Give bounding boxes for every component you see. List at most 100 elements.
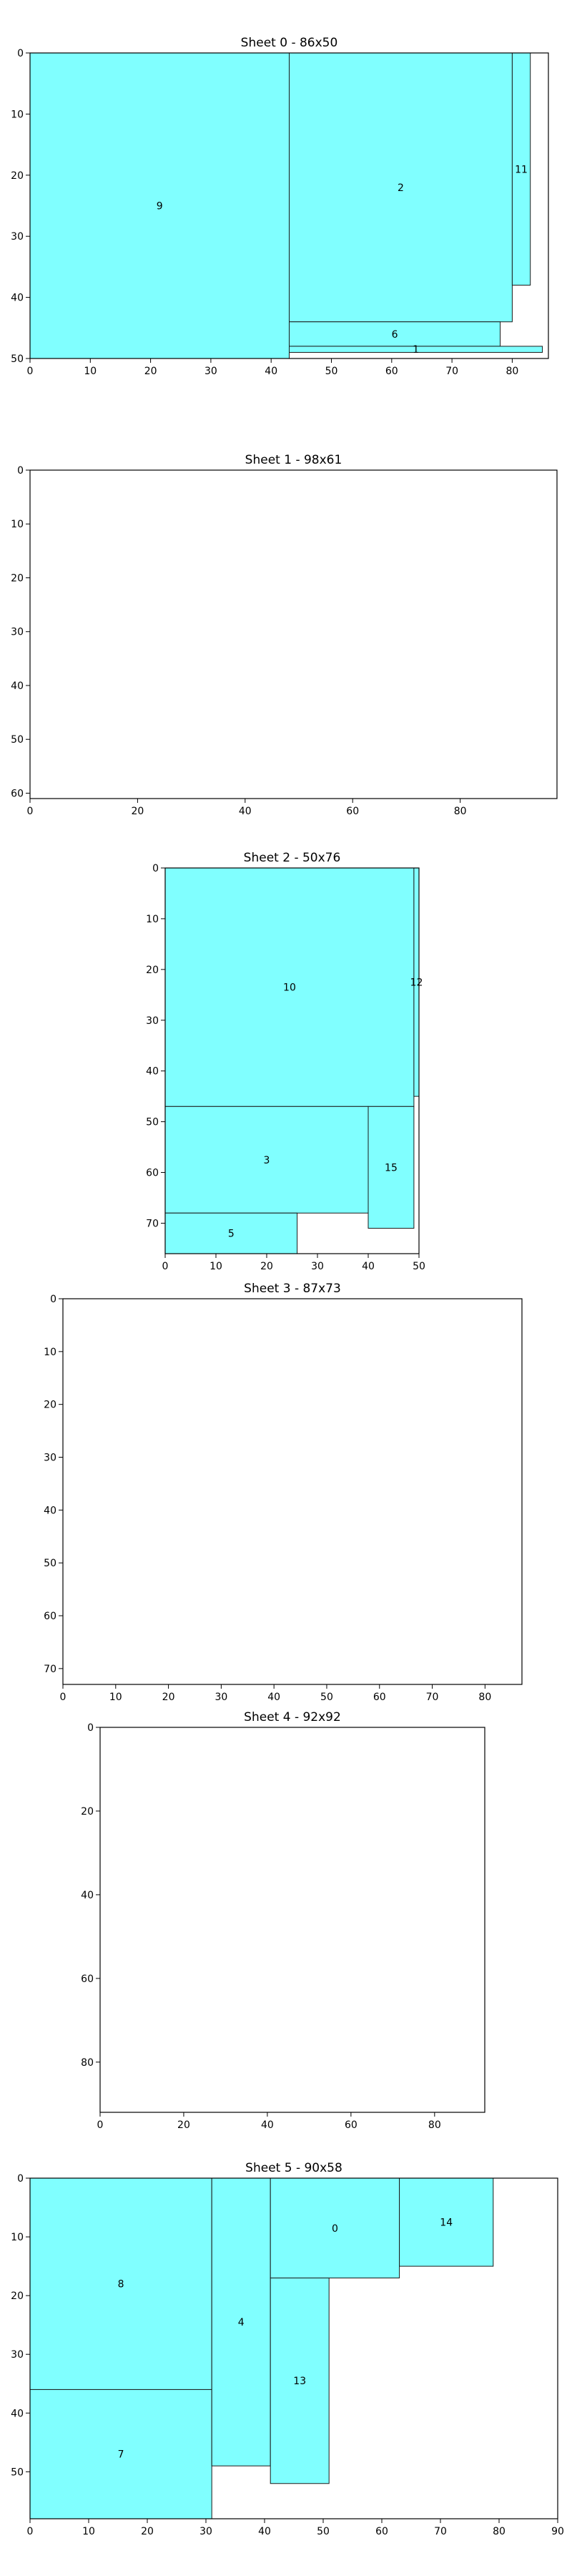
- piece-label-5: 5: [228, 1229, 235, 1240]
- y-tick-label: 60: [81, 1974, 94, 1985]
- y-tick-label: 60: [146, 1168, 159, 1179]
- piece-label-3: 3: [264, 1155, 270, 1166]
- y-tick-label: 0: [87, 1722, 94, 1734]
- y-tick-label: 0: [50, 1294, 56, 1305]
- x-tick-label: 50: [317, 2526, 330, 2537]
- piece-label-15: 15: [385, 1162, 398, 1174]
- x-tick-label: 40: [261, 2119, 274, 2131]
- x-tick-label: 10: [209, 1261, 222, 1272]
- y-tick-label: 40: [146, 1066, 159, 1078]
- x-tick-label: 10: [109, 1692, 122, 1703]
- sheet-1: Sheet 1 - 98x61 0 20 40 60 80 0 10 20 30 40 50 60: [11, 453, 558, 817]
- piece-rect-3: [164, 1106, 369, 1214]
- y-tick-label: 50: [11, 2467, 24, 2478]
- piece-label-12: 12: [410, 977, 423, 989]
- y-tick-label: 20: [146, 965, 159, 976]
- y-tick-label: 40: [11, 293, 24, 304]
- piece-label-2: 2: [398, 182, 404, 194]
- piece-rect-4: [211, 2177, 271, 2467]
- x-tick-label: 60: [346, 806, 359, 817]
- y-tick-label: 50: [44, 1558, 56, 1569]
- y-tick-label: 20: [11, 572, 24, 584]
- y-tick-label: 40: [11, 680, 24, 692]
- y-tick-label: 0: [17, 48, 24, 59]
- x-tick-label: 40: [267, 1692, 280, 1703]
- y-tick-label: 60: [11, 788, 24, 799]
- axes-frame: [164, 867, 420, 1254]
- x-tick-label: 70: [445, 366, 458, 377]
- x-tick-label: 20: [144, 366, 157, 377]
- x-tick-label: 0: [97, 2119, 104, 2131]
- x-tick-label: 70: [426, 1692, 439, 1703]
- y-tick-label: 10: [11, 109, 24, 120]
- x-tick-label: 10: [84, 366, 97, 377]
- y-tick-label: 30: [146, 1015, 159, 1027]
- x-tick-label: 20: [177, 2119, 190, 2131]
- x-tick-label: 20: [260, 1261, 273, 1272]
- x-tick-label: 20: [162, 1692, 175, 1703]
- piece-rect-0: [270, 2177, 400, 2279]
- x-tick-label: 30: [311, 1261, 324, 1272]
- piece-label-8: 8: [118, 2279, 124, 2290]
- x-tick-label: 80: [454, 806, 467, 817]
- sheet-3: Sheet 3 - 87x73 0 10 20 30 40 50 60 70 80 0 10 20 30 4…: [44, 1282, 523, 1703]
- x-tick-label: 60: [385, 366, 398, 377]
- y-tick-label: 30: [44, 1453, 56, 1464]
- x-tick-label: 10: [82, 2526, 95, 2537]
- piece-label-6: 6: [392, 329, 398, 341]
- piece-label-11: 11: [515, 164, 528, 175]
- x-tick-label: 70: [434, 2526, 447, 2537]
- y-tick-label: 20: [11, 2290, 24, 2302]
- piece-rect-2: [289, 52, 513, 323]
- y-tick-label: 30: [11, 2349, 24, 2361]
- sheet-title: Sheet 1 - 98x61: [245, 453, 342, 467]
- axes-frame: [29, 2177, 558, 2519]
- x-tick-label: 0: [27, 806, 34, 817]
- axes-frame: [62, 1298, 523, 1685]
- sheet-4: Sheet 4 - 92x92 0 20 40 60 80 0 20 40 60 80: [81, 1710, 485, 2131]
- y-tick-label: 80: [81, 2057, 94, 2069]
- x-tick-label: 40: [239, 806, 252, 817]
- x-tick-label: 0: [27, 366, 34, 377]
- x-tick-label: 0: [60, 1692, 66, 1703]
- y-tick-label: 20: [44, 1400, 56, 1411]
- x-tick-label: 50: [413, 1261, 425, 1272]
- x-tick-label: 30: [204, 366, 217, 377]
- x-tick-label: 80: [428, 2119, 441, 2131]
- piece-rect-15: [368, 1106, 415, 1229]
- y-tick-label: 0: [152, 863, 159, 874]
- piece-rect-8: [29, 2177, 212, 2390]
- x-tick-label: 60: [375, 2526, 388, 2537]
- y-tick-label: 50: [11, 734, 24, 746]
- piece-rect-1: [289, 346, 543, 353]
- axes-frame: [29, 52, 549, 359]
- x-tick-label: 50: [320, 1692, 333, 1703]
- piece-label-7: 7: [118, 2449, 124, 2461]
- piece-label-10: 10: [283, 982, 296, 994]
- x-tick-label: 60: [345, 2119, 358, 2131]
- sheet-title: Sheet 4 - 92x92: [244, 1710, 341, 1724]
- y-tick-label: 50: [11, 353, 24, 365]
- y-tick-label: 10: [44, 1347, 56, 1358]
- x-tick-label: 80: [506, 366, 519, 377]
- x-tick-label: 40: [258, 2526, 271, 2537]
- sheet-title: Sheet 0 - 86x50: [241, 36, 338, 50]
- y-tick-label: 70: [44, 1664, 56, 1675]
- piece-label-9: 9: [157, 201, 163, 213]
- x-tick-label: 20: [131, 806, 144, 817]
- y-tick-label: 40: [44, 1505, 56, 1516]
- x-tick-label: 90: [551, 2526, 564, 2537]
- x-tick-label: 0: [27, 2526, 34, 2537]
- x-tick-label: 60: [373, 1692, 386, 1703]
- axes-frame: [99, 1727, 485, 2113]
- x-tick-label: 50: [325, 366, 338, 377]
- y-tick-label: 20: [81, 1806, 94, 1818]
- y-tick-label: 10: [146, 914, 159, 925]
- y-tick-label: 30: [11, 627, 24, 638]
- sheet-title: Sheet 3 - 87x73: [244, 1282, 341, 1296]
- y-tick-label: 60: [44, 1611, 56, 1622]
